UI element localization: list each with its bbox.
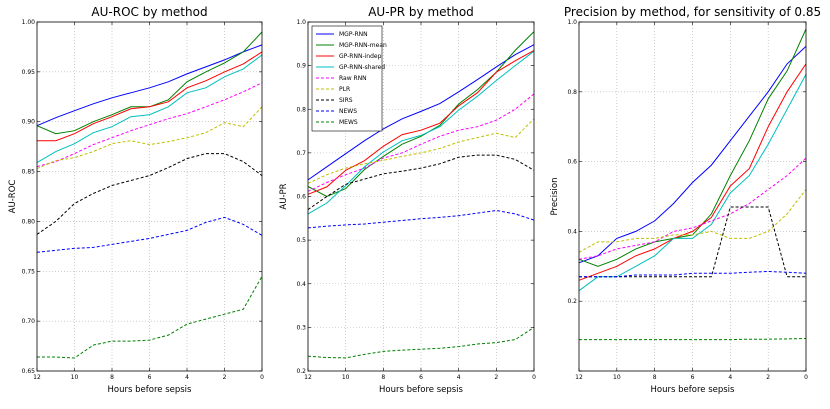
x-tick-label: 8 — [110, 374, 114, 381]
y-tick-label: 0.85 — [22, 169, 36, 176]
y-tick-label: 1.0 — [567, 19, 577, 26]
y-tick-label: 0.80 — [22, 218, 36, 225]
x-tick-label: 2 — [766, 374, 770, 381]
legend-label-sirs: SIRS — [339, 97, 353, 104]
x-tick-label: 8 — [381, 374, 385, 381]
y-tick-label: 0.95 — [22, 69, 36, 76]
chart-panel-2: AU-PR by method 12 10 8 6 4 2 0 0.2 0.3 0.4 0.5 0.6 0… — [279, 5, 536, 395]
series-line-plr — [307, 118, 535, 184]
series-line-mgp-rnn — [36, 44, 263, 127]
x-tick-label: 2 — [223, 374, 227, 381]
chart-title: AU-ROC by method — [91, 5, 207, 19]
y-tick-label: 1.00 — [22, 19, 36, 26]
x-tick-label: 12 — [575, 374, 583, 381]
y-tick-label: 0.70 — [22, 318, 36, 325]
chart-panel-3: Precision by method, for sensitivity of … — [550, 5, 821, 395]
x-tick-label: 10 — [71, 374, 79, 381]
y-tick-label: 1.0 — [296, 19, 306, 26]
y-tick-label: 0.9 — [296, 63, 306, 70]
legend-label-gp-rnn-shared: GP-RNN-shared — [339, 64, 385, 71]
y-tick-label: 0.8 — [296, 106, 306, 113]
y-axis-label: Precision — [550, 178, 560, 216]
legend-label-gp-rnn-indep: GP-RNN-indep — [339, 53, 382, 60]
series-line-gp-rnn-indep — [37, 51, 263, 142]
x-tick-label: 10 — [613, 374, 621, 381]
x-tick-label: 4 — [457, 374, 461, 381]
series-line-gp-rnn-indep — [578, 63, 807, 281]
series-line-raw-rnn — [307, 93, 535, 192]
series-line-mews — [307, 326, 535, 359]
x-tick-label: 8 — [653, 374, 657, 381]
series-line-mgp-rnn — [307, 44, 535, 181]
y-tick-label: 0.2 — [567, 298, 577, 305]
series-line-news — [579, 270, 807, 278]
y-tick-label: 0.75 — [22, 268, 36, 275]
y-axis-label: AU-ROC — [8, 180, 18, 214]
y-tick-label: 0.3 — [296, 324, 306, 331]
y-tick-label: 0.8 — [567, 89, 577, 96]
y-axis-label: AU-PR — [279, 183, 289, 209]
series-line-news — [307, 209, 535, 229]
x-tick-label: 4 — [185, 374, 189, 381]
series-line-raw-rnn — [36, 82, 263, 168]
y-tick-label: 0.6 — [296, 194, 306, 201]
legend-label-plr: PLR — [339, 86, 350, 93]
legend-label-mgp-rnn-mean: MGP-RNN-mean — [339, 42, 387, 49]
legend-label-raw-rnn: Raw RNN — [339, 75, 367, 82]
legend-label-mews: MEWS — [339, 119, 358, 126]
y-tick-label: 0.6 — [567, 159, 577, 166]
y-tick-label: 0.7 — [296, 150, 306, 157]
chart-panel-1: AU-ROC by method 12 10 8 6 4 2 0 0.65 0.70 0.75 0.8… — [8, 5, 264, 395]
series-line-gp-rnn-shared — [307, 50, 535, 215]
y-tick-label: 0.90 — [22, 119, 36, 126]
x-tick-label: 10 — [342, 374, 350, 381]
y-tick-label: 0.2 — [296, 368, 306, 375]
series-line-sirs — [307, 154, 535, 211]
x-axis-label: Hours before sepsis — [379, 385, 464, 395]
legend-label-news: NEWS — [339, 108, 357, 115]
series-line-mgp-rnn — [578, 46, 807, 264]
x-tick-label: 12 — [33, 374, 41, 381]
x-tick-label: 6 — [419, 374, 423, 381]
x-axis-label: Hours before sepsis — [108, 385, 193, 395]
x-tick-label: 6 — [691, 374, 695, 381]
y-tick-label: 0.5 — [296, 237, 306, 244]
x-tick-label: 0 — [532, 374, 536, 381]
series-line-mews — [37, 276, 263, 359]
y-tick-label: 0.65 — [22, 368, 36, 375]
x-axis-label: Hours before sepsis — [651, 385, 736, 395]
y-tick-label: 0.4 — [296, 281, 306, 288]
series-line-gp-rnn-shared — [36, 54, 263, 164]
x-tick-label: 6 — [148, 374, 152, 381]
chart-title: Precision by method, for sensitivity of … — [564, 5, 821, 19]
series-line-plr — [578, 189, 807, 253]
legend: MGP-RNN MGP-RNN-mean GP-RNN-indep GP-RNN-sh… — [311, 25, 387, 132]
x-tick-label: 4 — [728, 374, 732, 381]
x-tick-label: 12 — [304, 374, 312, 381]
y-tick-label: 0.4 — [567, 228, 577, 235]
x-tick-label: 0 — [804, 374, 808, 381]
legend-label-mgp-rnn: MGP-RNN — [339, 31, 368, 38]
series-line-mews — [579, 338, 807, 341]
series-line-gp-rnn-indep — [307, 49, 535, 195]
series-line-plr — [36, 106, 263, 170]
series-line-news — [36, 216, 263, 253]
chart-title: AU-PR by method — [368, 5, 474, 19]
x-tick-label: 2 — [494, 374, 498, 381]
x-tick-label: 0 — [260, 374, 264, 381]
